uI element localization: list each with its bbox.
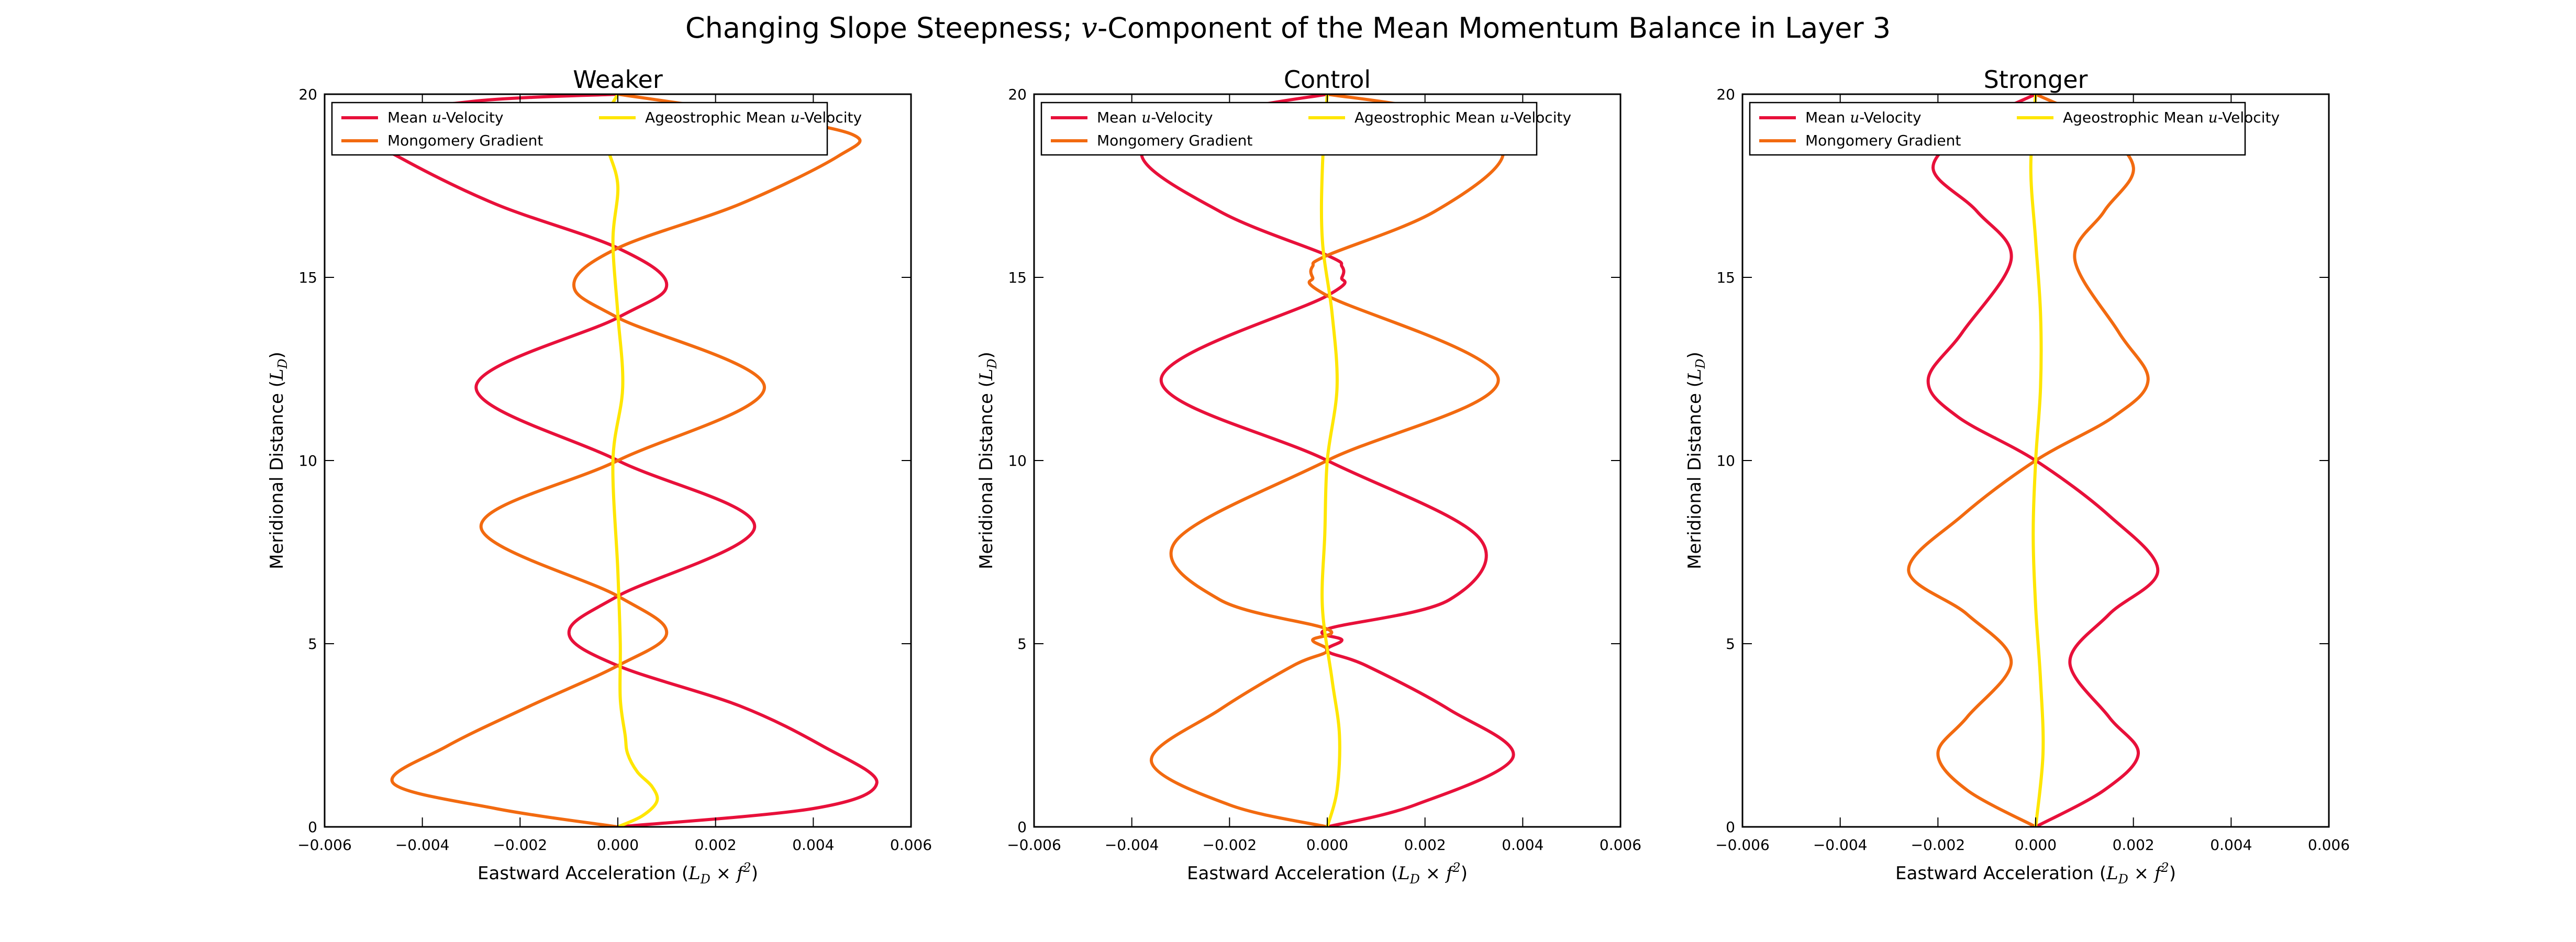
y-axis-label: Meridional Distance (LD​) [267, 352, 290, 569]
series-line-mongomery-gradient [390, 94, 862, 827]
x-axis-label: Eastward Acceleration (LD​ × f2​) [1895, 860, 2176, 887]
x-tick-label: 0.006 [1600, 836, 1641, 854]
series-line-ageostrophic-mean-u-velocity [601, 94, 659, 827]
series-line-mean-u-velocity [345, 94, 879, 827]
legend-box [1040, 102, 1538, 156]
y-tick-label: 5 [308, 635, 317, 653]
legend-item-label: Ageostrophic Mean u-Velocity [2063, 109, 2280, 126]
x-tick-label: 0.002 [695, 836, 737, 854]
x-tick-label: 0.004 [1502, 836, 1544, 854]
series-line-mean-u-velocity [1140, 94, 1515, 827]
x-tick-label: −0.004 [1105, 836, 1159, 854]
legend-box [331, 102, 828, 156]
x-tick-label: −0.006 [1715, 836, 1770, 854]
y-tick-label: 15 [298, 269, 317, 286]
legend: Mean u-Velocity Mongomery Gradient Ageostr… [331, 102, 862, 156]
y-tick-label: 20 [298, 86, 317, 103]
x-tick-label: −0.006 [1007, 836, 1061, 854]
x-tick-label: 0.002 [2113, 836, 2155, 854]
x-axis-label: Eastward Acceleration (LD​ × f2​) [1187, 860, 1468, 887]
panel-title: Control [1284, 65, 1371, 94]
chart-panel-3: −0.006 −0.004 −0.002 0.000 0.002 0.004 0.006 0 5… [1684, 65, 2350, 887]
y-axis-label: Meridional Distance (LD​) [1684, 352, 1708, 569]
legend-box [1749, 102, 2246, 156]
x-tick-label: 0.000 [1306, 836, 1348, 854]
series-line-ageostrophic-mean-u-velocity [2029, 94, 2045, 827]
y-tick-label: 20 [1008, 86, 1027, 103]
x-tick-label: −0.002 [1203, 836, 1257, 854]
legend-item-label: Ageostrophic Mean u-Velocity [1354, 109, 1571, 126]
panel-title: Stronger [1984, 65, 2088, 94]
y-tick-label: 15 [1008, 269, 1027, 286]
legend-item-label: Mean u-Velocity [1097, 109, 1213, 126]
y-axis-label: Meridional Distance (LD​) [976, 352, 1000, 569]
x-tick-label: −0.006 [297, 836, 352, 854]
x-tick-label: 0.006 [2308, 836, 2350, 854]
y-tick-label: 5 [1017, 635, 1027, 653]
x-tick-label: 0.000 [597, 836, 639, 854]
x-axis-label: Eastward Acceleration (LD​ × f2​) [478, 860, 758, 887]
figure-title-suffix: -Component of the Mean Momentum Balance … [1097, 12, 1891, 44]
x-tick-label: 0.000 [2015, 836, 2057, 854]
series-line-mongomery-gradient [1907, 94, 2150, 827]
y-tick-label: 0 [1017, 818, 1027, 836]
y-tick-label: 20 [1716, 86, 1735, 103]
x-tick-label: −0.002 [1911, 836, 1966, 854]
y-tick-label: 0 [308, 818, 317, 836]
legend-item-label: Ageostrophic Mean u-Velocity [645, 109, 862, 126]
series-line-mongomery-gradient [1150, 94, 1505, 827]
y-tick-label: 0 [1726, 818, 1735, 836]
x-tick-label: −0.002 [493, 836, 548, 854]
y-tick-label: 5 [1726, 635, 1735, 653]
x-tick-label: 0.002 [1404, 836, 1446, 854]
legend-item-label: Mongomery Gradient [1097, 132, 1252, 149]
legend-item-label: Mongomery Gradient [387, 132, 543, 149]
legend: Mean u-Velocity Mongomery Gradient Ageostr… [1040, 102, 1571, 156]
legend: Mean u-Velocity Mongomery Gradient Ageostr… [1749, 102, 2280, 156]
figure-title: Changing Slope Steepness; v-Component of… [0, 12, 2576, 44]
legend-item-label: Mean u-Velocity [387, 109, 504, 126]
y-tick-label: 10 [1008, 452, 1027, 469]
y-tick-label: 10 [1716, 452, 1735, 469]
panel-title: Weaker [573, 65, 663, 94]
x-tick-label: −0.004 [395, 836, 450, 854]
chart-panel-1: −0.006 −0.004 −0.002 0.000 0.002 0.004 0.006 0 5… [267, 65, 932, 887]
series-line-ageostrophic-mean-u-velocity [1319, 94, 1341, 827]
legend-item-label: Mean u-Velocity [1805, 109, 1922, 126]
legend-item-label: Mongomery Gradient [1805, 132, 1961, 149]
y-tick-label: 15 [1716, 269, 1735, 286]
x-tick-label: 0.004 [2210, 836, 2252, 854]
x-tick-label: −0.004 [1813, 836, 1868, 854]
figure-title-variable: v [1081, 12, 1097, 44]
x-tick-label: 0.006 [890, 836, 932, 854]
y-tick-label: 10 [298, 452, 317, 469]
chart-panel-2: −0.006 −0.004 −0.002 0.000 0.002 0.004 0.006 0 5… [976, 65, 1641, 887]
figure-title-prefix: Changing Slope Steepness; [685, 12, 1082, 44]
x-tick-label: 0.004 [792, 836, 834, 854]
